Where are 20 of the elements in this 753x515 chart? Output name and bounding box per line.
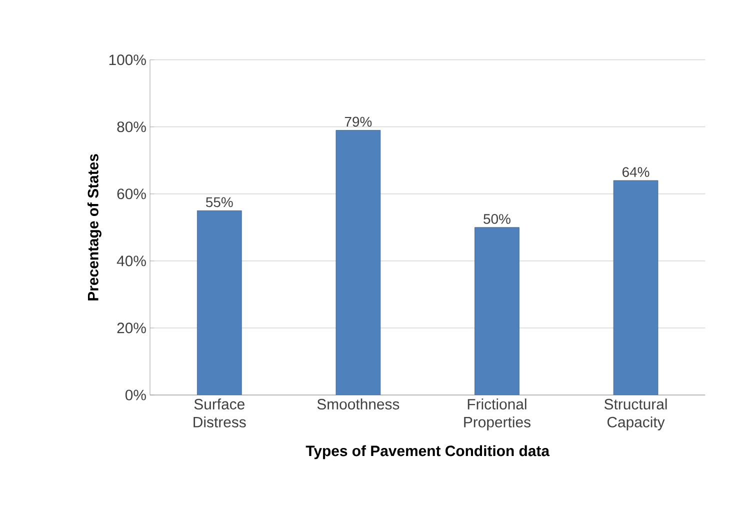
x-tick-label: Structural Capacity bbox=[604, 398, 667, 430]
y-tick-label: 20% bbox=[117, 322, 146, 334]
y-tick-label: 0% bbox=[125, 390, 146, 400]
bar bbox=[474, 227, 520, 395]
x-tick-label: Smoothness bbox=[317, 398, 400, 410]
y-tick-label: 100% bbox=[109, 54, 146, 66]
y-axis-title: Precentage of States bbox=[87, 154, 102, 300]
bar bbox=[196, 210, 242, 395]
x-tick-label: Surface Distress bbox=[194, 398, 246, 428]
data-label: 79% bbox=[344, 116, 372, 127]
data-label: 64% bbox=[622, 167, 650, 177]
y-tick-label: 60% bbox=[117, 188, 146, 200]
y-tick-label: 40% bbox=[116, 256, 146, 266]
data-label: 50% bbox=[484, 214, 510, 224]
data-label: 55% bbox=[206, 197, 233, 208]
y-tick-label: 80% bbox=[117, 122, 146, 132]
bar bbox=[336, 130, 381, 395]
x-tick-label: Frictional Properties bbox=[464, 398, 530, 430]
x-axis-title: Types of Pavement Condition data bbox=[306, 445, 550, 460]
bar bbox=[613, 180, 658, 395]
